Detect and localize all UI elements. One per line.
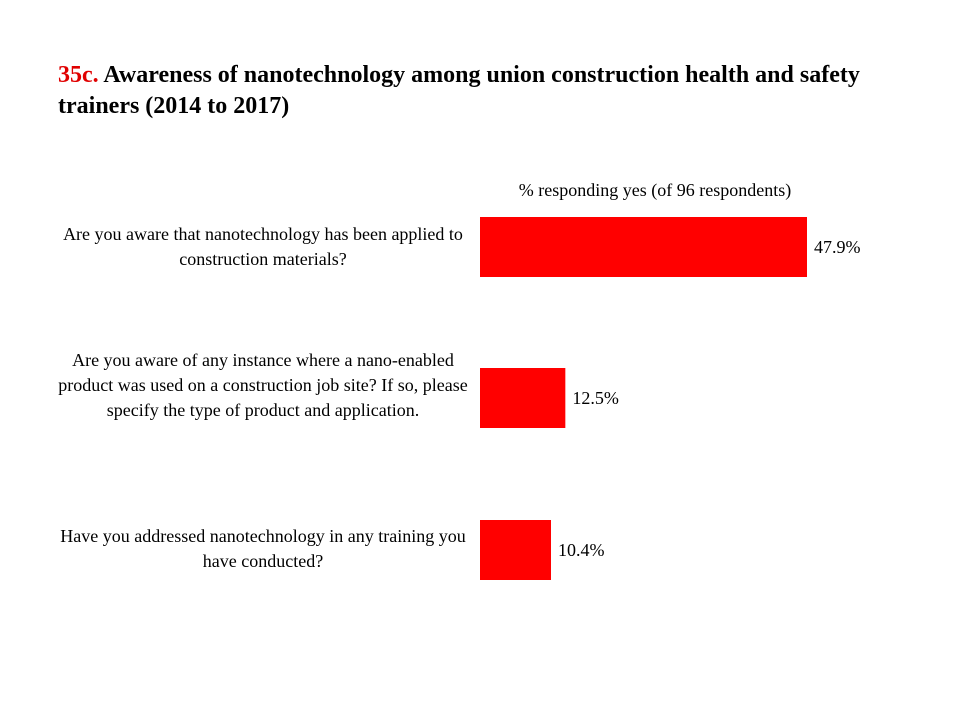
bar: [480, 520, 551, 580]
data-label: 12.5%: [572, 388, 619, 408]
bar: [480, 368, 566, 428]
category-label: Are you aware that nanotechnology has be…: [63, 224, 463, 269]
chart-title: 35c. Awareness of nanotechnology among u…: [58, 60, 918, 122]
x-axis-label: % responding yes (of 96 respondents): [518, 180, 792, 200]
category-label: Are you aware of any instance where a na…: [58, 350, 468, 420]
bar: [480, 217, 807, 277]
data-label: 10.4%: [558, 540, 605, 560]
chart-number: 35c.: [58, 62, 99, 88]
category-label: Have you addressed nanotechnology in any…: [60, 526, 466, 571]
data-label: 47.9%: [814, 237, 861, 257]
chart-title-text: Awareness of nanotechnology among union …: [58, 62, 860, 119]
